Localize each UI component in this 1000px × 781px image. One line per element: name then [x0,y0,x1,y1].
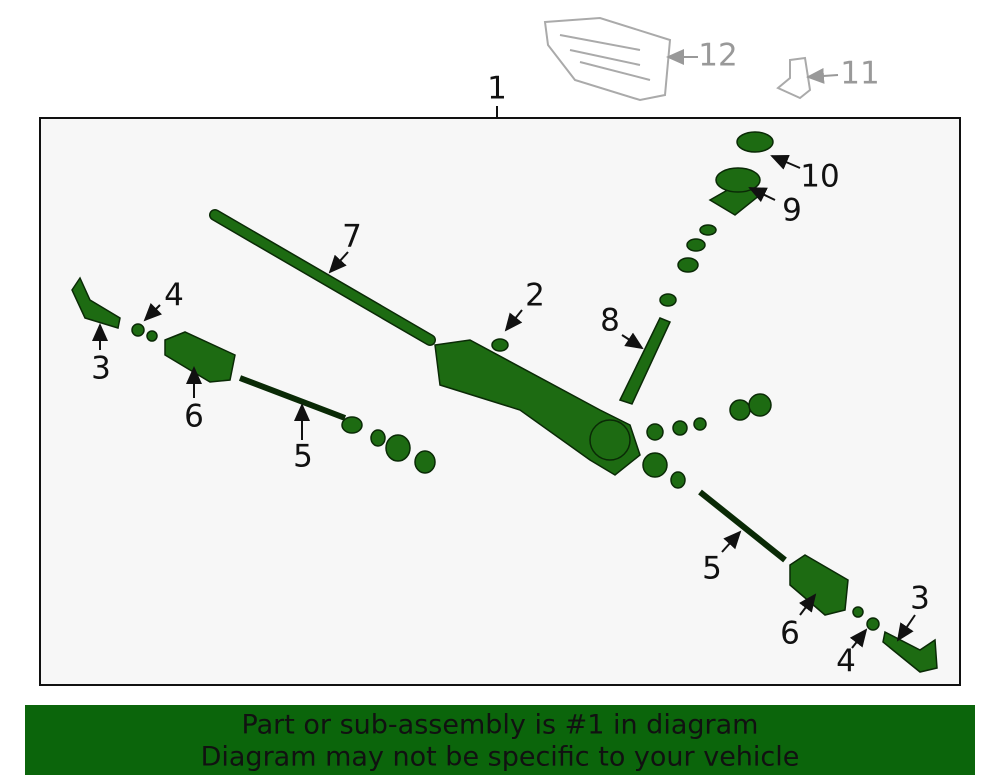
callout-number: 6 [780,616,800,652]
callout-number: 6 [184,399,204,435]
callout-number: 2 [525,278,545,314]
callout-number: 12 [698,38,737,74]
callout-number: 9 [782,193,802,229]
callout-number: 4 [836,644,856,680]
banner-line: Part or sub-assembly is #1 in diagram [242,710,759,741]
callout-number: 10 [800,159,839,195]
callout-number: 5 [702,551,722,587]
callout-number: 5 [293,439,313,475]
parts [71,131,938,673]
callout-number: 4 [164,278,184,314]
callout-number: 1 [487,71,507,107]
callout-number: 7 [342,219,362,255]
notice-banner [25,705,975,775]
callout-number: 3 [91,351,111,387]
banner-line: Diagram may not be specific to your vehi… [201,742,800,773]
gray-parts [543,16,812,102]
arrows [92,49,916,649]
callouts: 1 12 11 109 7 2 8 4 3 6 5 5 6 3 4 [91,38,930,680]
callout-number: 11 [840,56,879,92]
callout-number: 3 [910,581,930,617]
callout-number: 8 [600,303,620,339]
